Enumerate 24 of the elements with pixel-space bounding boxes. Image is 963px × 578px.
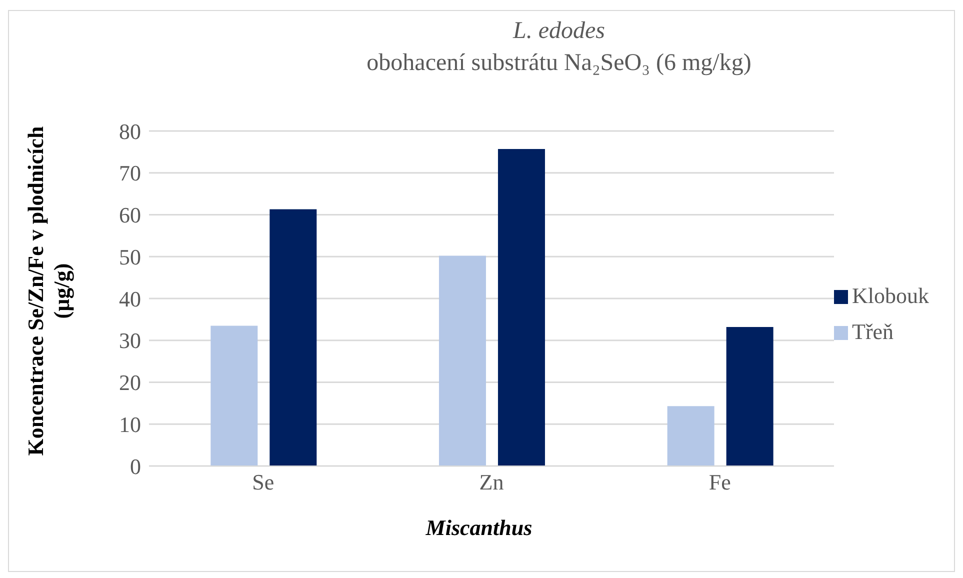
chart-title: L. edodes: [512, 17, 606, 46]
x-tick-label: Zn: [479, 470, 504, 495]
bar: [667, 406, 714, 466]
y-tick-label: 40: [119, 286, 141, 312]
bar: [438, 256, 486, 466]
y-tick-label: 20: [119, 370, 141, 396]
legend-label: Klobouk: [852, 282, 929, 308]
y-tick-label: 70: [119, 160, 141, 186]
bar: [210, 326, 258, 466]
chart-subtitle: obohacení substrátu Na₂SeO₃ (6 mg/kg): [366, 49, 752, 78]
x-tick-label: Fe: [708, 470, 731, 495]
y-axis-title: Koncentrace Se/Zn/Fe v plodnicích (µg/g): [23, 125, 75, 458]
y-tick-label: 50: [119, 244, 141, 270]
bar: [498, 149, 545, 466]
y-tick-label: 0: [130, 454, 141, 479]
y-tick-label: 60: [119, 202, 141, 228]
y-tick-label: 10: [119, 412, 141, 437]
bar: [726, 326, 774, 466]
x-axis-title: Miscanthus: [424, 515, 534, 541]
legend-label: Třeň: [852, 318, 894, 344]
x-tick-label: Se: [252, 470, 274, 495]
y-tick-label: 80: [119, 118, 141, 144]
y-tick-label: 30: [119, 328, 141, 354]
bar: [270, 209, 317, 466]
